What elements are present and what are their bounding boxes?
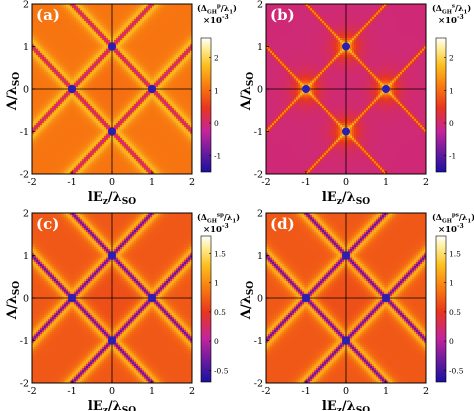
heatmap-panel-a: -2 -1 0 1 2210-1-2(a)lEz/λSOΛ/λSO210-1(ΔGHp/… [5,0,237,207]
